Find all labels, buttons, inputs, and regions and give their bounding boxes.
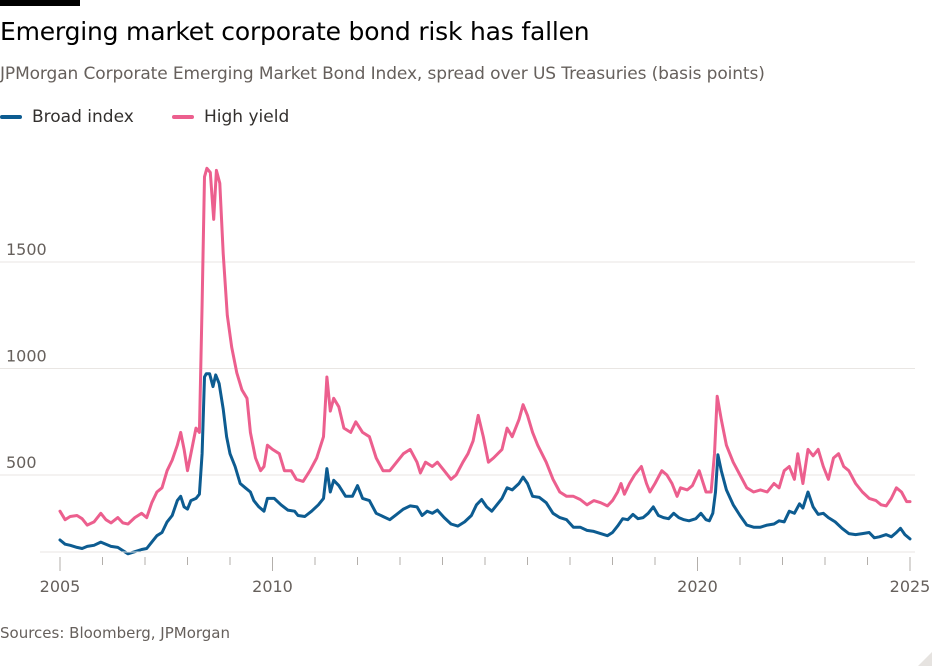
x-axis: 2005 2010 2020 2025: [40, 551, 931, 596]
legend-label-high-yield: High yield: [204, 107, 290, 127]
legend-swatch-broad: [0, 115, 22, 119]
legend-item-high-yield: High yield: [172, 107, 289, 127]
x-tick-label: 2025: [890, 577, 931, 596]
x-tick-label: 2005: [40, 577, 81, 596]
resize-corner: [918, 652, 932, 666]
x-tick-label: 2020: [677, 577, 718, 596]
legend-item-broad: Broad index: [0, 107, 134, 127]
chart-title: Emerging market corporate bond risk has …: [0, 17, 590, 46]
legend-swatch-high-yield: [172, 115, 194, 119]
series-line-high-yield: [58, 166, 912, 527]
y-tick-label: 1000: [6, 347, 47, 366]
gridlines: 500 1000 1500: [0, 240, 915, 476]
y-tick-label: 1500: [6, 240, 47, 259]
y-tick-label: 500: [6, 453, 37, 472]
chart-subtitle: JPMorgan Corporate Emerging Market Bond …: [0, 64, 765, 84]
series-line-broad-index: [58, 372, 912, 556]
legend-label-broad: Broad index: [32, 107, 134, 127]
series-lines: [58, 166, 912, 556]
brand-bar: [0, 0, 80, 6]
x-tick-label: 2010: [252, 577, 293, 596]
source-note: Sources: Bloomberg, JPMorgan: [0, 624, 231, 642]
